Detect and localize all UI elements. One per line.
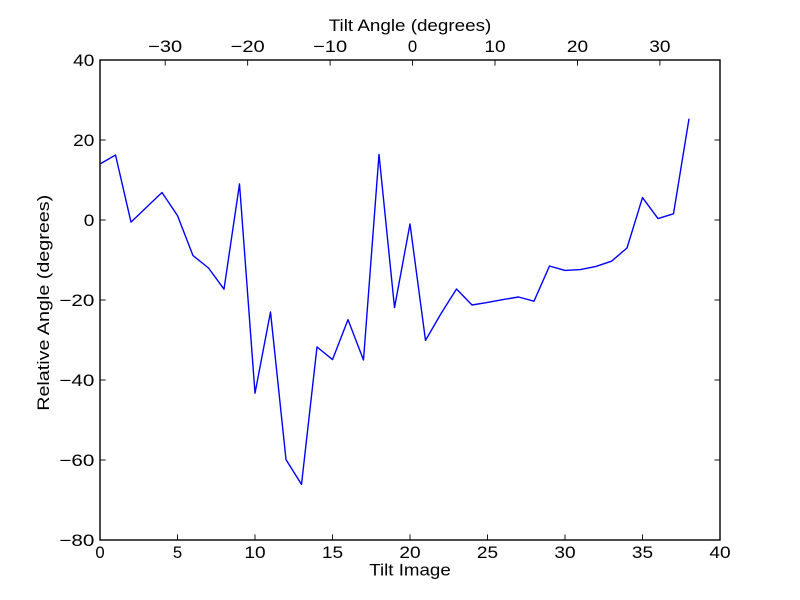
svg-text:40: 40	[73, 51, 94, 70]
svg-text:10: 10	[244, 543, 265, 562]
svg-text:0: 0	[84, 211, 95, 230]
svg-text:−10: −10	[313, 37, 347, 56]
svg-text:30: 30	[554, 543, 575, 562]
svg-text:Relative Angle (degrees): Relative Angle (degrees)	[34, 195, 53, 411]
svg-text:15: 15	[322, 543, 343, 562]
svg-text:5: 5	[173, 543, 182, 562]
svg-text:20: 20	[567, 37, 588, 56]
svg-text:30: 30	[649, 37, 670, 56]
svg-text:40: 40	[709, 543, 730, 562]
svg-text:−60: −60	[59, 451, 94, 470]
svg-text:−30: −30	[148, 37, 182, 56]
svg-text:−20: −20	[231, 37, 265, 56]
svg-text:Tilt Image: Tilt Image	[369, 561, 451, 580]
svg-text:0: 0	[95, 543, 104, 562]
svg-text:35: 35	[632, 543, 653, 562]
svg-text:20: 20	[73, 131, 94, 150]
svg-text:Tilt Angle (degrees): Tilt Angle (degrees)	[329, 16, 492, 35]
svg-text:10: 10	[484, 37, 505, 56]
svg-text:−40: −40	[59, 371, 94, 390]
svg-text:−20: −20	[59, 291, 94, 310]
svg-text:−80: −80	[59, 531, 94, 550]
svg-text:20: 20	[399, 543, 420, 562]
svg-text:0: 0	[408, 37, 417, 56]
svg-text:25: 25	[477, 543, 498, 562]
